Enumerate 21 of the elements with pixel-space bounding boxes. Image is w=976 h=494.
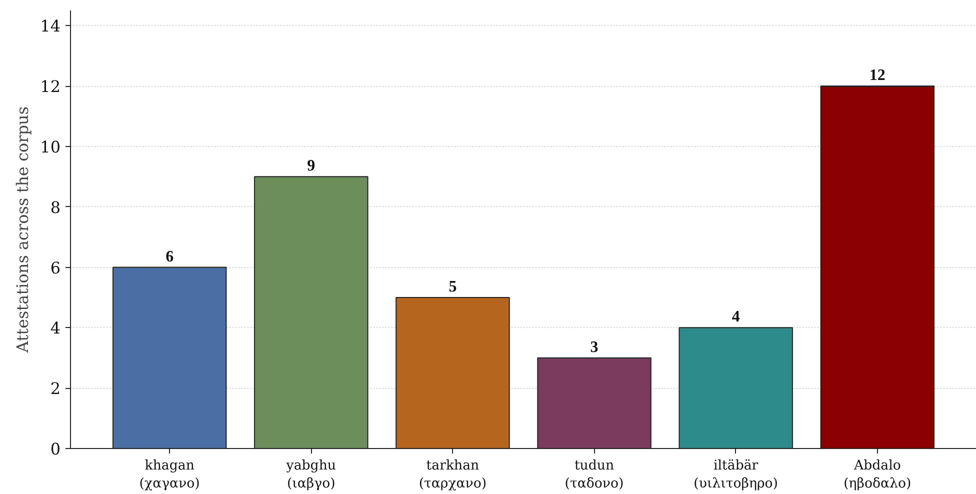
y-tick-label: 4 [50,318,61,338]
data-label: 6 [166,248,174,266]
y-tick-label: 12 [40,77,60,96]
x-tick-label: tudun (ταδονο) [564,458,624,492]
y-tick-label: 0 [50,440,61,458]
x-tick-label: tarkhan (ταρχανο) [418,458,487,492]
data-label: 3 [590,338,598,356]
data-label: 5 [448,278,457,296]
data-label: 12 [869,67,886,84]
y-tick-label: 14 [40,16,60,36]
x-tick-label: Abdalo (ηβοδαλο) [844,458,912,492]
data-label: 4 [732,308,740,326]
x-tick-label: khagan (χαγανο) [139,458,200,492]
y-axis-title: Attestations across the corpus [13,106,32,354]
data-label: 9 [307,158,316,175]
y-tick-label: 8 [50,198,61,217]
y-tick-label: 6 [50,258,61,278]
y-tick-label: 2 [50,379,61,398]
y-tick-label: 10 [40,137,60,156]
x-tick-label: yabghu (ιαβγο) [285,458,336,492]
x-tick-label: iltäbär (υιλιτοβηρο) [694,458,778,492]
